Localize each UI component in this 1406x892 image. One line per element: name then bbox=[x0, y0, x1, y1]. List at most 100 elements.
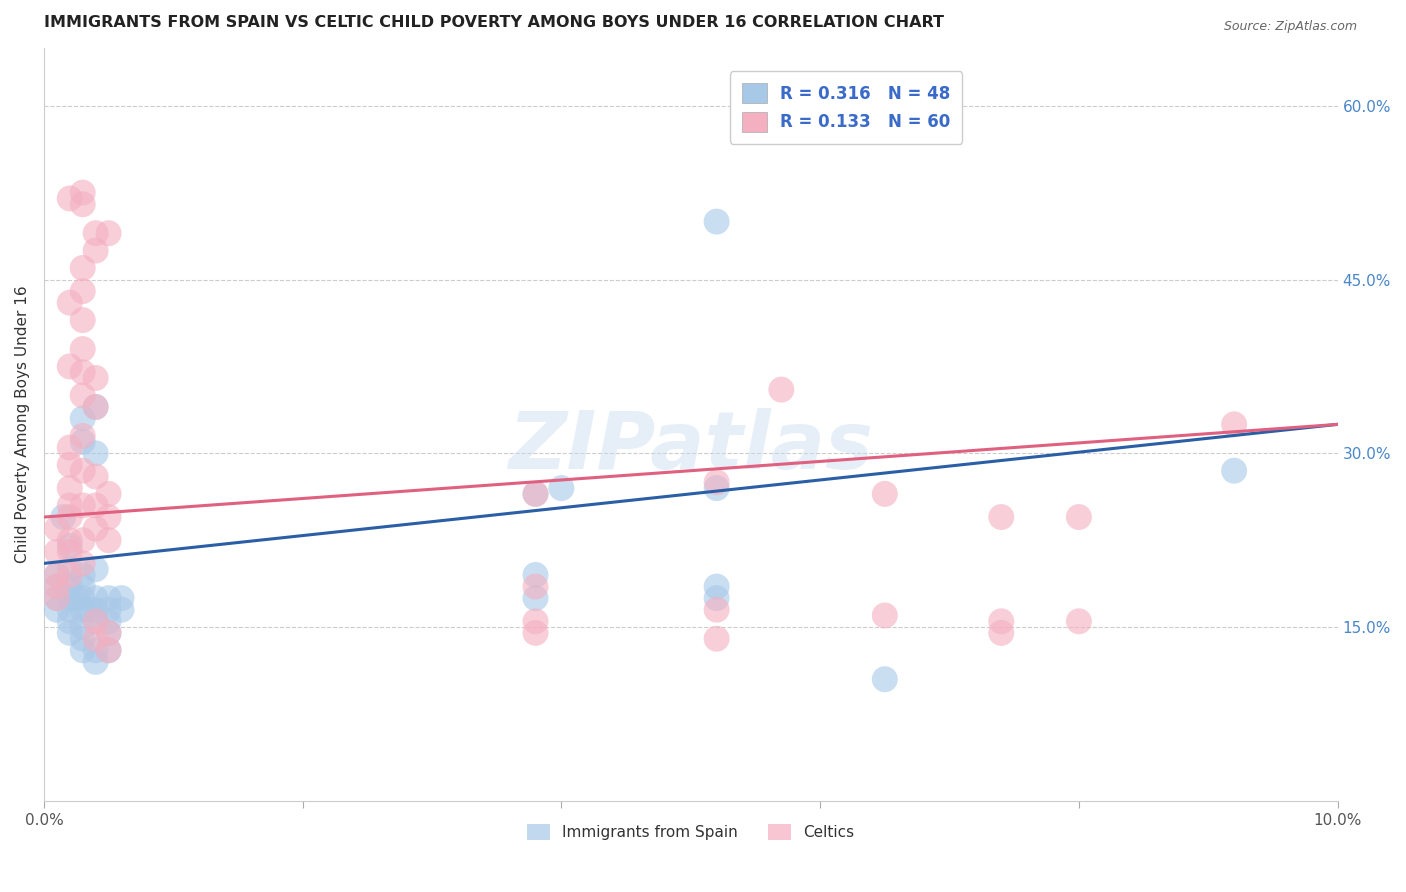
Point bbox=[72, 365, 94, 379]
Point bbox=[72, 313, 94, 327]
Point bbox=[59, 359, 82, 374]
Point bbox=[72, 284, 94, 298]
Point bbox=[59, 510, 82, 524]
Point bbox=[59, 539, 82, 553]
Point bbox=[524, 615, 547, 629]
Point bbox=[72, 580, 94, 594]
Point bbox=[84, 615, 107, 629]
Point bbox=[72, 388, 94, 402]
Point bbox=[72, 557, 94, 571]
Point bbox=[45, 591, 67, 606]
Point bbox=[84, 446, 107, 460]
Point bbox=[72, 186, 94, 200]
Point bbox=[84, 244, 107, 258]
Point bbox=[110, 591, 132, 606]
Point bbox=[706, 214, 728, 228]
Point bbox=[59, 458, 82, 472]
Point bbox=[84, 226, 107, 240]
Point bbox=[97, 603, 120, 617]
Point bbox=[706, 481, 728, 495]
Point bbox=[84, 499, 107, 513]
Point bbox=[45, 522, 67, 536]
Text: IMMIGRANTS FROM SPAIN VS CELTIC CHILD POVERTY AMONG BOYS UNDER 16 CORRELATION CH: IMMIGRANTS FROM SPAIN VS CELTIC CHILD PO… bbox=[44, 15, 943, 30]
Point bbox=[770, 383, 793, 397]
Point bbox=[45, 591, 67, 606]
Point bbox=[72, 643, 94, 657]
Legend: Immigrants from Spain, Celtics: Immigrants from Spain, Celtics bbox=[520, 818, 860, 846]
Point bbox=[1223, 464, 1246, 478]
Point bbox=[65, 591, 87, 606]
Point bbox=[97, 643, 120, 657]
Point bbox=[97, 510, 120, 524]
Point bbox=[873, 672, 896, 686]
Point bbox=[524, 487, 547, 501]
Point bbox=[59, 591, 82, 606]
Point bbox=[84, 655, 107, 669]
Point bbox=[524, 568, 547, 582]
Point bbox=[706, 580, 728, 594]
Text: ZIPatlas: ZIPatlas bbox=[508, 408, 873, 486]
Point bbox=[72, 603, 94, 617]
Point bbox=[45, 568, 67, 582]
Point bbox=[706, 591, 728, 606]
Point bbox=[990, 615, 1012, 629]
Point bbox=[97, 591, 120, 606]
Point bbox=[72, 568, 94, 582]
Point bbox=[72, 499, 94, 513]
Point bbox=[84, 562, 107, 576]
Point bbox=[72, 632, 94, 646]
Point bbox=[1223, 417, 1246, 432]
Point bbox=[45, 580, 67, 594]
Point bbox=[97, 533, 120, 548]
Point bbox=[84, 603, 107, 617]
Point bbox=[59, 603, 82, 617]
Point bbox=[45, 603, 67, 617]
Point bbox=[706, 603, 728, 617]
Point bbox=[59, 562, 82, 576]
Point bbox=[873, 608, 896, 623]
Point bbox=[97, 487, 120, 501]
Point bbox=[84, 469, 107, 483]
Point bbox=[84, 591, 107, 606]
Point bbox=[550, 481, 572, 495]
Point bbox=[77, 603, 100, 617]
Point bbox=[72, 429, 94, 443]
Point bbox=[990, 626, 1012, 640]
Point bbox=[72, 620, 94, 634]
Point bbox=[84, 400, 107, 414]
Point bbox=[524, 487, 547, 501]
Point bbox=[706, 475, 728, 490]
Point bbox=[59, 499, 82, 513]
Point bbox=[524, 580, 547, 594]
Point bbox=[706, 632, 728, 646]
Point bbox=[524, 591, 547, 606]
Point bbox=[45, 545, 67, 559]
Point bbox=[524, 626, 547, 640]
Point bbox=[84, 615, 107, 629]
Point bbox=[84, 643, 107, 657]
Point bbox=[97, 643, 120, 657]
Point bbox=[59, 441, 82, 455]
Point bbox=[873, 487, 896, 501]
Point bbox=[1067, 510, 1090, 524]
Point bbox=[84, 522, 107, 536]
Text: Source: ZipAtlas.com: Source: ZipAtlas.com bbox=[1223, 20, 1357, 33]
Point bbox=[59, 191, 82, 205]
Point bbox=[84, 632, 107, 646]
Point bbox=[59, 580, 82, 594]
Point bbox=[72, 411, 94, 425]
Point bbox=[72, 197, 94, 211]
Point bbox=[72, 342, 94, 356]
Point bbox=[72, 533, 94, 548]
Point bbox=[84, 371, 107, 385]
Point bbox=[97, 626, 120, 640]
Point bbox=[59, 568, 82, 582]
Point bbox=[45, 580, 67, 594]
Point bbox=[52, 510, 75, 524]
Point bbox=[97, 226, 120, 240]
Point bbox=[110, 603, 132, 617]
Point bbox=[72, 260, 94, 275]
Point bbox=[990, 510, 1012, 524]
Point bbox=[59, 533, 82, 548]
Point bbox=[59, 295, 82, 310]
